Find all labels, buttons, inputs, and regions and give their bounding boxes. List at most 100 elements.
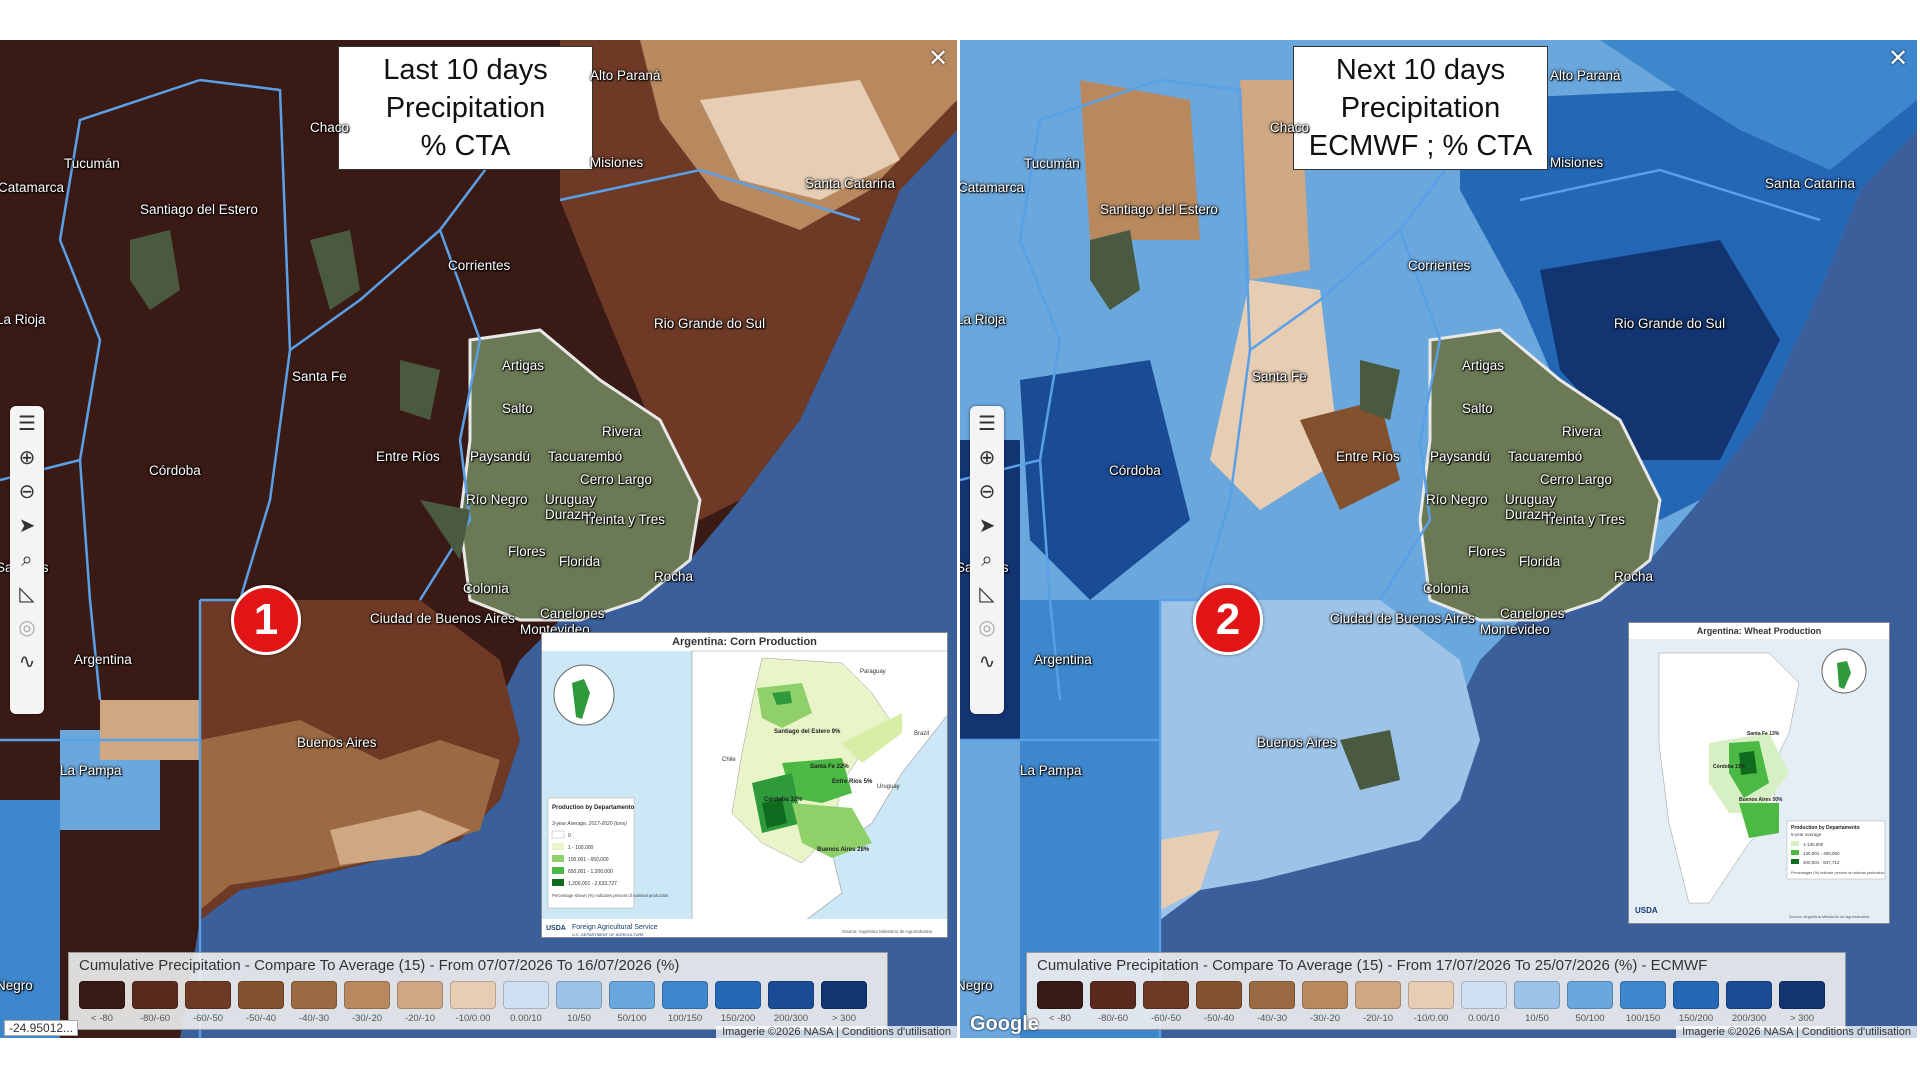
legend-swatch xyxy=(1461,981,1507,1009)
legend-label: > 300 xyxy=(1789,1013,1815,1024)
place-label: Treinta y Tres xyxy=(583,512,666,527)
la-pampa-north xyxy=(100,700,200,760)
place-label: Santa Fe xyxy=(292,369,347,384)
svg-text:5-year average: 5-year average xyxy=(1791,832,1822,837)
place-label: Negro xyxy=(960,978,993,993)
close-icon[interactable]: ✕ xyxy=(928,45,949,72)
zoom-out-icon[interactable]: ⊖ xyxy=(978,481,996,503)
place-label: La Pampa xyxy=(1020,763,1082,778)
cordoba-region xyxy=(1020,360,1190,600)
precip-map-left[interactable] xyxy=(0,40,957,1038)
inset-title: Argentina: Corn Production xyxy=(672,636,817,648)
place-label: Salto xyxy=(1462,401,1493,416)
place-label: Artigas xyxy=(502,358,545,373)
svg-text:Córdoba 32%: Córdoba 32% xyxy=(764,797,803,803)
zoom-in-icon[interactable]: ⊕ xyxy=(978,447,996,469)
layers-icon[interactable]: ☰ xyxy=(978,413,996,435)
place-label: Salto xyxy=(502,401,533,416)
legend-swatch xyxy=(450,981,496,1009)
locate-icon[interactable]: ➤ xyxy=(18,515,36,537)
draw-icon[interactable]: ∿ xyxy=(978,651,996,673)
place-label: Catamarca xyxy=(960,180,1025,195)
place-label: Misiones xyxy=(590,155,644,170)
svg-text:USDA: USDA xyxy=(1635,906,1658,915)
measure-icon[interactable]: ◺ xyxy=(979,583,995,605)
legend-label: 200/300 xyxy=(773,1013,809,1024)
legend-label: -50/-40 xyxy=(245,1013,277,1024)
legend-swatch xyxy=(1037,981,1083,1009)
place-label: Rivera xyxy=(1562,424,1602,439)
legend-swatch xyxy=(1196,981,1242,1009)
place-label: Río Negro xyxy=(1426,492,1488,507)
legend-swatch xyxy=(1355,981,1401,1009)
patagonia-region xyxy=(0,800,60,1038)
place-label: Negro xyxy=(0,978,33,993)
buenos-aires-region xyxy=(1160,600,1480,920)
terrain-patches xyxy=(1090,230,1400,790)
map-toolbar-right: ☰ ⊕ ⊖ ➤ ⌕ ◺ ◎ ∿ xyxy=(970,406,1004,714)
wheat-production-inset: Argentina: Wheat Production Santa Fe 13%… xyxy=(1628,622,1890,924)
legend-label: 50/100 xyxy=(617,1013,647,1024)
legend-label: -30/-20 xyxy=(351,1013,383,1024)
chaco-region xyxy=(1240,80,1310,280)
svg-text:130,001 - 400,000: 130,001 - 400,000 xyxy=(1803,851,1840,856)
place-label: Colonia xyxy=(1423,581,1469,596)
svg-text:Uruguay: Uruguay xyxy=(877,784,900,790)
compass-icon[interactable]: ◎ xyxy=(18,617,36,639)
precip-map-right[interactable] xyxy=(960,40,1917,1038)
uruguay-terrain xyxy=(1418,328,1662,622)
place-label: Canelones xyxy=(540,606,605,621)
legend-swatch xyxy=(715,981,761,1009)
place-label: Corrientes xyxy=(448,258,511,273)
legend-label: -60/-50 xyxy=(1150,1013,1182,1024)
title-line-3: % CTA xyxy=(420,130,511,162)
svg-text:100,001 - 650,000: 100,001 - 650,000 xyxy=(568,857,609,863)
place-label: Córdoba xyxy=(149,463,201,478)
zoom-out-icon[interactable]: ⊖ xyxy=(18,481,36,503)
map-attribution[interactable]: Imagerie ©2026 NASA | Conditions d'utili… xyxy=(716,1026,957,1038)
legend-swatch xyxy=(556,981,602,1009)
legend-swatch xyxy=(1249,981,1295,1009)
place-label: Río Negro xyxy=(466,492,528,507)
place-label: Argentina xyxy=(1034,652,1092,667)
search-icon[interactable]: ⌕ xyxy=(21,549,33,571)
place-label: Uruguay xyxy=(1505,492,1557,507)
santa-fe-region xyxy=(1210,280,1340,510)
map-attribution[interactable]: Imagerie ©2026 NASA | Conditions d'utili… xyxy=(1676,1026,1917,1038)
measure-icon[interactable]: ◺ xyxy=(19,583,35,605)
svg-text:Percentage shown (%) indicates: Percentage shown (%) indicates percent o… xyxy=(552,893,669,898)
place-label: Chaco xyxy=(1270,120,1310,135)
draw-icon[interactable]: ∿ xyxy=(18,651,36,673)
locate-icon[interactable]: ➤ xyxy=(978,515,996,537)
wheat-map: Santa Fe 13% Córdoba 13% Buenos Aires 50… xyxy=(1629,639,1889,923)
legend-title: Cumulative Precipitation - Compare To Av… xyxy=(1037,957,1708,974)
map-panel-left[interactable]: ✕ Last 10 days Precipitation % CTA 1 Alt… xyxy=(0,40,957,1038)
place-label: Santiago del Estero xyxy=(140,202,258,217)
place-label: Rocha xyxy=(1614,569,1654,584)
place-label: Tucumán xyxy=(1024,156,1080,171)
place-label: Artigas xyxy=(1462,358,1505,373)
legend-label: 150/200 xyxy=(1678,1013,1714,1024)
place-label: Catamarca xyxy=(0,180,65,195)
map-panel-right[interactable]: ✕ Next 10 days Precipitation ECMWF ; % C… xyxy=(960,40,1917,1038)
place-label: La Rioja xyxy=(960,312,1006,327)
compass-icon[interactable]: ◎ xyxy=(978,617,996,639)
la-pampa-region xyxy=(1020,600,1160,1038)
place-label: Flores xyxy=(1468,544,1506,559)
close-icon[interactable]: ✕ xyxy=(1888,45,1909,72)
place-label: Durazno xyxy=(1505,507,1557,522)
legend-label: -50/-40 xyxy=(1203,1013,1235,1024)
legend-swatch xyxy=(1514,981,1560,1009)
title-line-2: Precipitation xyxy=(1340,92,1501,124)
layers-icon[interactable]: ☰ xyxy=(18,413,36,435)
legend-label: -20/-10 xyxy=(404,1013,436,1024)
place-label: Treinta y Tres xyxy=(1543,512,1626,527)
place-label: Santa Catarina xyxy=(805,176,896,191)
legend-label: -30/-20 xyxy=(1309,1013,1341,1024)
svg-text:Brazil: Brazil xyxy=(914,731,929,737)
map-toolbar-left: ☰ ⊕ ⊖ ➤ ⌕ ◺ ◎ ∿ xyxy=(10,406,44,714)
legend-swatch xyxy=(768,981,814,1009)
search-icon[interactable]: ⌕ xyxy=(981,549,993,571)
zoom-in-icon[interactable]: ⊕ xyxy=(18,447,36,469)
svg-text:Percentages (%) indicate perce: Percentages (%) indicate percent of nati… xyxy=(1791,871,1885,875)
